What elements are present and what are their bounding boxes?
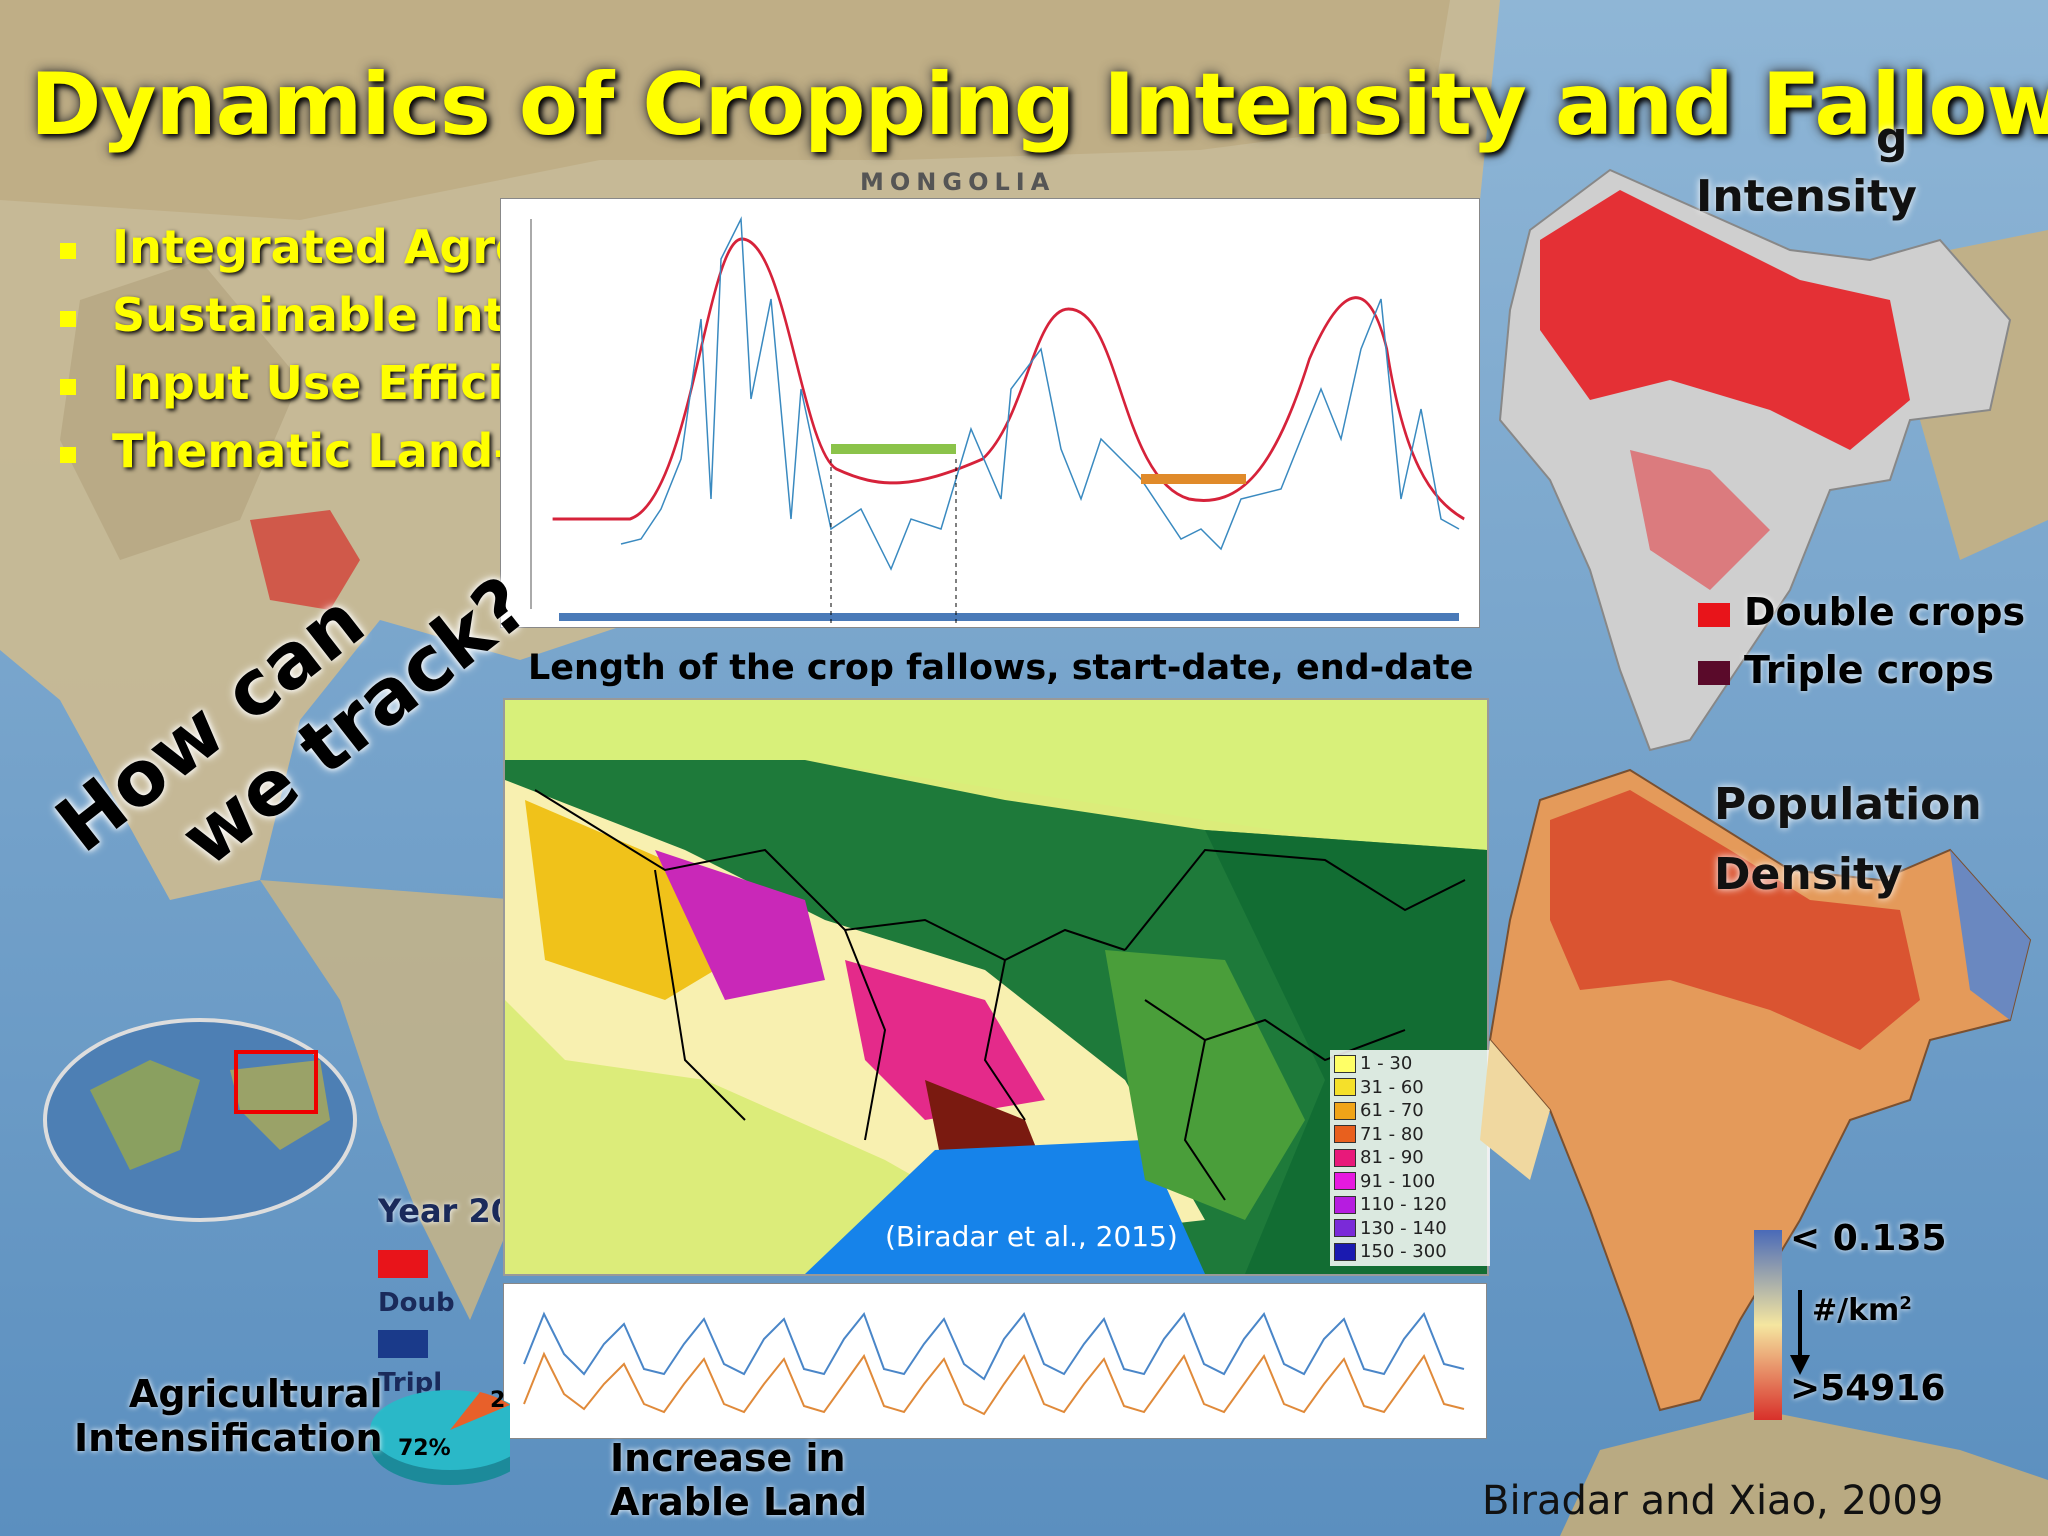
year-legend: Doub Tripl bbox=[378, 1243, 500, 1403]
legend-swatch bbox=[1698, 660, 1730, 685]
year-legend-item: Doub bbox=[378, 1243, 500, 1323]
fallow-legend-item: 130 - 140 bbox=[1334, 1217, 1486, 1241]
population-scale-top: < 0.135 bbox=[1790, 1218, 1947, 1259]
year-label: Year 200 bbox=[378, 1192, 500, 1230]
fallow-caption: Length of the crop fallows, start-date, … bbox=[528, 648, 1474, 688]
legend-swatch bbox=[1698, 602, 1730, 627]
bullet-item: Input Use Efficie bbox=[60, 356, 546, 424]
pie-pct-label: 72% bbox=[398, 1436, 451, 1461]
multi-year-timeseries-figure bbox=[523, 1311, 1465, 1416]
legend-swatch bbox=[378, 1249, 428, 1278]
fallow-legend-item: 31 - 60 bbox=[1334, 1076, 1486, 1100]
legend-swatch bbox=[1334, 1195, 1356, 1214]
fallow-legend-item: 150 - 300 bbox=[1334, 1240, 1486, 1264]
fallow-map-image bbox=[505, 700, 1487, 1274]
legend-swatch bbox=[1334, 1078, 1356, 1097]
agricultural-intensification-label: Agricultural Intensification bbox=[74, 1372, 383, 1460]
ndvi-timeseries-panel bbox=[500, 198, 1480, 628]
multi-year-timeseries-panel bbox=[503, 1283, 1487, 1439]
cropping-intensity-title: g Intensity bbox=[1696, 113, 1917, 222]
fallow-legend-item: 1 - 30 bbox=[1334, 1052, 1486, 1076]
increase-arable-land-label: Increase in Arable Land bbox=[610, 1436, 868, 1524]
fallow-legend-item: 81 - 90 bbox=[1334, 1146, 1486, 1170]
legend-swatch bbox=[378, 1329, 428, 1358]
bullet-list: Integrated Agro- Sustainable Inte Input … bbox=[60, 220, 546, 492]
legend-triple-crops: Triple crops bbox=[1698, 641, 2025, 699]
cropping-intensity-legend: Double crops Triple crops bbox=[1698, 583, 2025, 699]
fallow-legend: 1 - 30 31 - 60 61 - 70 71 - 80 81 - 90 9… bbox=[1330, 1050, 1490, 1266]
legend-swatch bbox=[1334, 1148, 1356, 1167]
fallow-legend-item: 61 - 70 bbox=[1334, 1099, 1486, 1123]
population-scale-unit: #/km2 bbox=[1812, 1293, 1912, 1328]
slide-title: Dynamics of Cropping Intensity and Fallo… bbox=[30, 55, 2048, 155]
cropping-intensity-map bbox=[1498, 168, 2012, 752]
bullet-square-icon bbox=[60, 242, 76, 259]
bullet-item: Integrated Agro- bbox=[60, 220, 546, 288]
population-scale-bottom: >54916 bbox=[1790, 1368, 1946, 1409]
population-density-title: Population Density bbox=[1714, 779, 1982, 900]
bullet-square-icon bbox=[60, 378, 76, 395]
legend-swatch bbox=[1334, 1125, 1356, 1144]
fallow-citation: (Biradar et al., 2015) bbox=[885, 1220, 1178, 1253]
fallow-map-panel bbox=[503, 698, 1489, 1276]
bullet-square-icon bbox=[60, 310, 76, 327]
mongolia-label: MONGOLIA bbox=[860, 168, 1056, 196]
ndvi-curve-figure bbox=[530, 216, 1465, 624]
legend-swatch bbox=[1334, 1219, 1356, 1238]
credit-text: Biradar and Xiao, 2009 bbox=[1482, 1478, 1944, 1524]
fallow-legend-item: 71 - 80 bbox=[1334, 1123, 1486, 1147]
legend-swatch bbox=[1334, 1101, 1356, 1120]
population-density-map bbox=[1480, 768, 2032, 1420]
year-legend-item: Tripl bbox=[378, 1323, 500, 1403]
fallow-legend-item: 110 - 120 bbox=[1334, 1193, 1486, 1217]
legend-swatch bbox=[1334, 1172, 1356, 1191]
land-change-pie bbox=[370, 1390, 510, 1485]
fallow-legend-item: 91 - 100 bbox=[1334, 1170, 1486, 1194]
bullet-item: Thematic Land- bbox=[60, 424, 546, 492]
legend-double-crops: Double crops bbox=[1698, 583, 2025, 641]
bullet-square-icon bbox=[60, 446, 76, 463]
legend-swatch bbox=[1334, 1242, 1356, 1261]
legend-swatch bbox=[1334, 1054, 1356, 1073]
pie-small-label: 2 bbox=[490, 1388, 506, 1413]
bullet-item: Sustainable Inte bbox=[60, 288, 546, 356]
